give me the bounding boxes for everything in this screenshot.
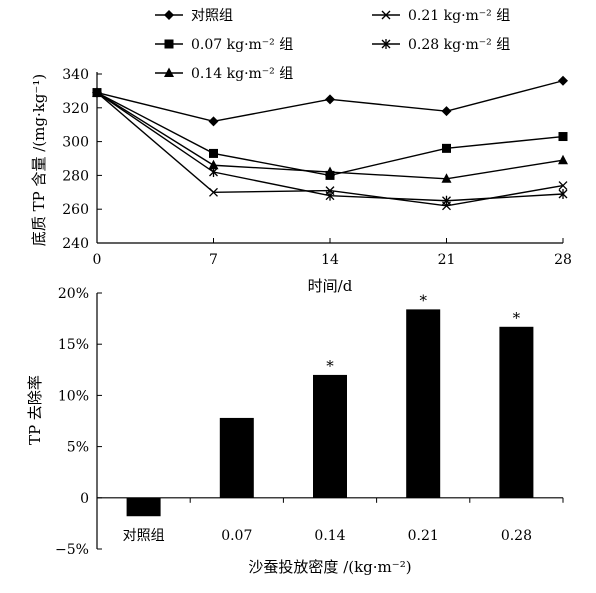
data-point xyxy=(442,143,451,153)
data-point xyxy=(558,154,568,165)
data-point xyxy=(325,166,335,177)
bottom-y-tick-label: 5% xyxy=(67,440,89,456)
legend-label: 0.07 kg·m⁻² 组 xyxy=(191,37,293,53)
bottom-x-ticks: 对照组 0.07 0.14 0.21 0.28 xyxy=(123,497,564,544)
data-point xyxy=(208,159,219,170)
significance-marker: * xyxy=(513,309,521,327)
bar xyxy=(313,374,347,498)
legend-item: 0.07 kg·m⁻² 组 xyxy=(155,37,293,53)
bottom-x-axis-label: 沙蚕投放密度 /(kg·m⁻²) xyxy=(248,558,411,576)
data-point xyxy=(442,195,451,206)
top-y-tick-label: 340 xyxy=(62,67,89,83)
series-0 xyxy=(92,75,568,127)
data-point xyxy=(209,187,218,197)
bottom-y-tick-label: 15% xyxy=(58,337,89,353)
significance-marker: * xyxy=(419,291,427,309)
bottom-x-tick-label: 0.14 xyxy=(314,528,345,544)
bottom-y-ticks: −5% 0 5% 10% 15% 20% xyxy=(55,286,102,558)
bottom-bars: * * * xyxy=(126,291,534,517)
legend-label: 0.28 kg·m⁻² 组 xyxy=(408,37,510,53)
top-x-tick-label: 0 xyxy=(93,252,102,268)
series-line xyxy=(96,91,564,180)
bottom-y-tick-label: 10% xyxy=(58,388,89,404)
bottom-y-axis-label: TP 去除率 xyxy=(26,375,44,445)
top-series xyxy=(92,75,568,211)
top-y-tick-label: 320 xyxy=(62,101,89,117)
top-y-tick-label: 240 xyxy=(62,236,89,252)
legend-label: 0.14 kg·m⁻² 组 xyxy=(191,66,293,82)
bar xyxy=(499,326,534,498)
data-point xyxy=(92,87,102,98)
top-x-axis-label: 时间/d xyxy=(308,277,353,295)
bar xyxy=(219,417,254,498)
data-point xyxy=(441,106,452,117)
bar xyxy=(126,497,161,517)
data-point xyxy=(325,94,335,105)
bottom-x-tick-label: 0.07 xyxy=(221,528,252,544)
legend-item: 0.28 kg·m⁻² 组 xyxy=(372,37,510,53)
bottom-y-tick-label: 0 xyxy=(80,491,89,507)
legend-item: 0.21 kg·m⁻² 组 xyxy=(372,8,510,24)
top-y-axis-label: 底质 TP 含量 /(mg·kg⁻¹) xyxy=(30,74,48,246)
bottom-x-tick-label: 0.28 xyxy=(501,528,532,544)
legend-label: 0.21 kg·m⁻² 组 xyxy=(408,8,510,24)
series-4 xyxy=(92,87,568,206)
top-y-tick-label: 300 xyxy=(62,135,89,151)
legend-marker xyxy=(381,10,391,20)
top-x-tick-label: 14 xyxy=(321,252,339,268)
bottom-y-tick-label: 20% xyxy=(58,286,89,302)
top-x-tick-label: 7 xyxy=(209,252,218,268)
top-y-tick-label: 280 xyxy=(62,168,89,184)
bottom-x-tick-label: 对照组 xyxy=(123,528,165,544)
data-point xyxy=(441,173,452,183)
bar xyxy=(406,309,441,498)
top-x-tick-label: 28 xyxy=(554,252,572,268)
top-y-ticks: 240 260 280 300 320 340 xyxy=(62,67,102,252)
legend-marker xyxy=(164,67,174,77)
series-line xyxy=(96,91,564,177)
data-point xyxy=(558,132,568,142)
top-x-ticks: 0 7 14 21 28 xyxy=(93,238,572,268)
significance-marker: * xyxy=(326,357,334,375)
line-chart: 对照组 0.07 kg·m⁻² 组 0.14 kg·m⁻² 组 0.21 kg·m⁻²… xyxy=(30,8,572,295)
top-x-tick-label: 21 xyxy=(438,252,456,268)
data-point xyxy=(325,190,335,201)
legend-label: 对照组 xyxy=(191,8,233,24)
top-y-tick-label: 260 xyxy=(62,202,89,218)
data-point xyxy=(558,188,568,199)
data-point xyxy=(558,181,568,190)
legend: 对照组 0.07 kg·m⁻² 组 0.14 kg·m⁻² 组 0.21 kg·m⁻²… xyxy=(155,8,510,82)
data-point xyxy=(208,116,219,127)
legend-marker xyxy=(164,39,174,49)
legend-item: 对照组 xyxy=(155,8,233,24)
data-point xyxy=(558,75,568,86)
legend-marker xyxy=(164,10,174,20)
series-line xyxy=(96,92,564,202)
bottom-x-tick-label: 0.21 xyxy=(408,528,439,544)
legend-marker xyxy=(381,39,391,49)
legend-item: 0.14 kg·m⁻² 组 xyxy=(155,66,293,82)
data-point xyxy=(209,148,218,158)
data-point xyxy=(209,167,218,178)
bar-chart: TP 去除率 −5% 0 5% 10% 15% 20% * * * 对照组 0.07 0.14 0.… xyxy=(26,286,564,576)
bottom-y-tick-label: −5% xyxy=(55,542,89,558)
